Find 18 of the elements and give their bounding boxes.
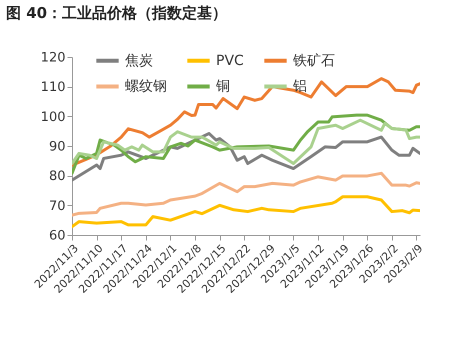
- y-tick-label: 100: [40, 110, 66, 125]
- chart-title: 图 40：工业品价格（指数定基）: [6, 4, 228, 22]
- y-tick-label: 120: [40, 50, 66, 66]
- y-tick-label: 60: [48, 228, 66, 244]
- legend-label: 焦炭: [125, 52, 153, 69]
- y-tick-label: 90: [48, 140, 66, 154]
- y-tick-label: 70: [48, 198, 66, 214]
- legend-label: PVC: [216, 52, 244, 69]
- line-series: [72, 195, 420, 228]
- legend-label: 铜: [215, 78, 230, 94]
- y-tick-label: 80: [48, 169, 66, 184]
- y-tick-label: 110: [40, 80, 66, 96]
- legend-label: 螺纹钢: [125, 78, 167, 94]
- line-series: [72, 77, 420, 167]
- line-series: [72, 118, 420, 166]
- legend-label: 铁矿石: [292, 52, 335, 69]
- legend-label: 铝: [292, 78, 307, 94]
- line-series: [72, 172, 420, 217]
